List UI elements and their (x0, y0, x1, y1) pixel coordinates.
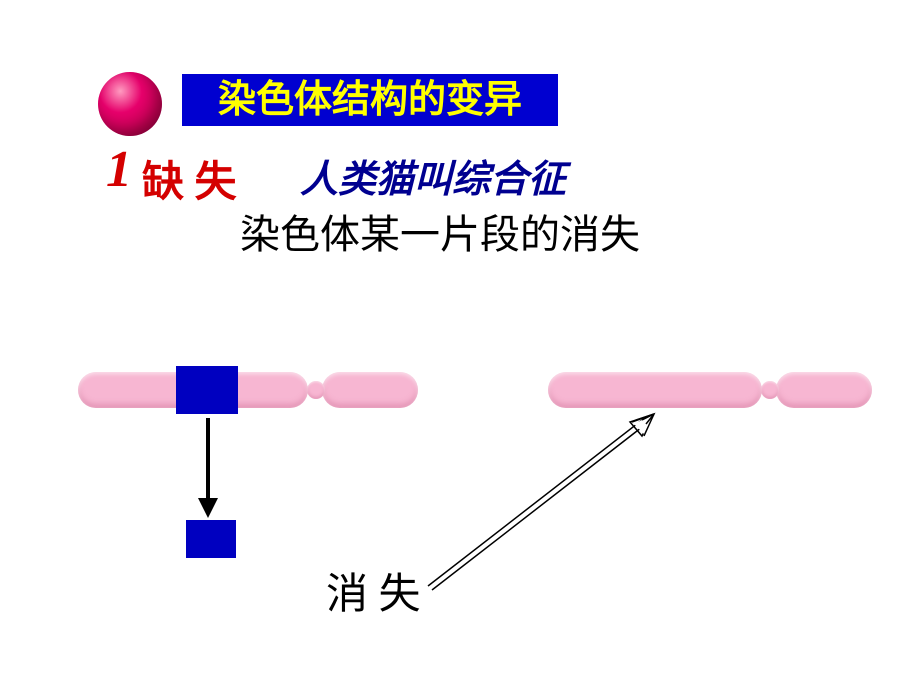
chrom-left-short-arm (322, 372, 418, 408)
bullet-sphere (98, 72, 162, 136)
arrow-diagonal (420, 404, 670, 594)
heading-number: 1 (106, 140, 132, 199)
subtitle-syndrome: 人类猫叫综合征 (300, 148, 566, 203)
heading-deletion: 缺 失 (142, 148, 237, 209)
chrom-right-long-arm (548, 372, 762, 408)
chrom-left-segment (176, 366, 238, 414)
title-text: 染色体结构的变异 (218, 79, 522, 121)
chrom-left-centromere (307, 381, 325, 399)
label-disappear: 消 失 (326, 560, 421, 621)
title-box: 染色体结构的变异 (180, 72, 560, 128)
description-text: 染色体某一片段的消失 (240, 202, 640, 260)
chrom-right-centromere (761, 381, 779, 399)
arrow-down (190, 418, 230, 523)
lost-segment (186, 520, 236, 558)
chrom-right-short-arm (776, 372, 872, 408)
